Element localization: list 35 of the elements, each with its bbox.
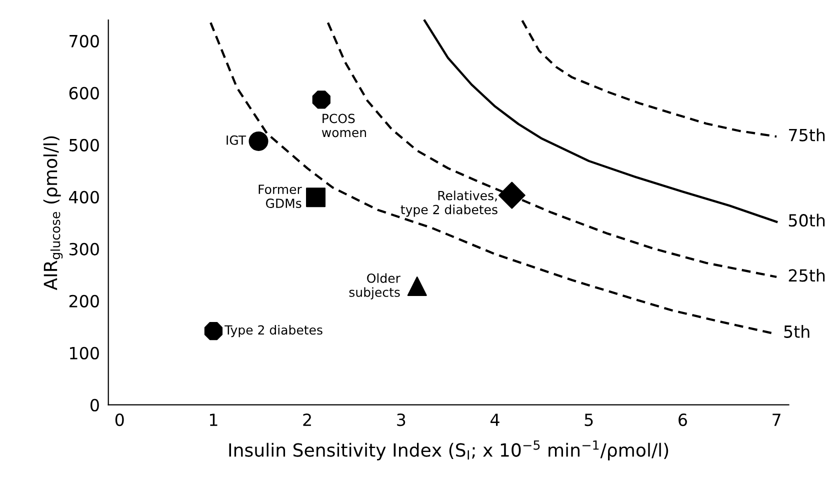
point [248, 131, 268, 151]
series-label: Relatives, type 2 diabetes [400, 190, 498, 217]
y-tick-label: 200 [69, 294, 99, 308]
series-label: Older subjects [349, 273, 400, 300]
x-tick-label: 5 [584, 414, 593, 426]
x-tick-label: 0 [115, 413, 124, 426]
series-label: 25th [788, 268, 825, 282]
y-tick-label: 100 [70, 346, 99, 360]
point [204, 322, 223, 340]
y-tick-label: 500 [70, 138, 99, 152]
series-label: PCOS women [322, 114, 366, 138]
series-label: 75th [789, 128, 825, 142]
x-tick-label: 1 [210, 414, 218, 426]
x-tick-label: 6 [678, 413, 687, 426]
y-tick-label: 300 [69, 242, 99, 256]
point [498, 182, 526, 209]
series-label: Former GDMs [258, 184, 302, 208]
point [407, 276, 427, 296]
x-axis-title: Insulin Sensitivity Index (S$_{I}$; x 10$^{−5}$ min$^{−1}$/ρmol/l) [229, 440, 668, 460]
x-tick-label: 3 [397, 413, 406, 426]
x-tick-label: 7 [772, 414, 780, 426]
y-tick-label: 600 [69, 86, 99, 100]
y-axis-title: AIR$_{glucose}$ (ρmol/l) [43, 136, 63, 290]
y-tick-label: 0 [90, 398, 99, 412]
series-label: 5th [784, 325, 810, 338]
y-tick-label: 700 [70, 34, 99, 48]
series-label: IGT [226, 135, 246, 145]
y-tick-label: 400 [69, 190, 99, 204]
series-label: 50th [788, 214, 825, 227]
point [306, 188, 326, 208]
series-label: Type 2 diabetes [224, 324, 322, 338]
point [312, 90, 330, 109]
x-tick-label: 2 [303, 413, 311, 426]
line-series [521, 19, 778, 138]
x-tick-label: 4 [490, 414, 500, 426]
